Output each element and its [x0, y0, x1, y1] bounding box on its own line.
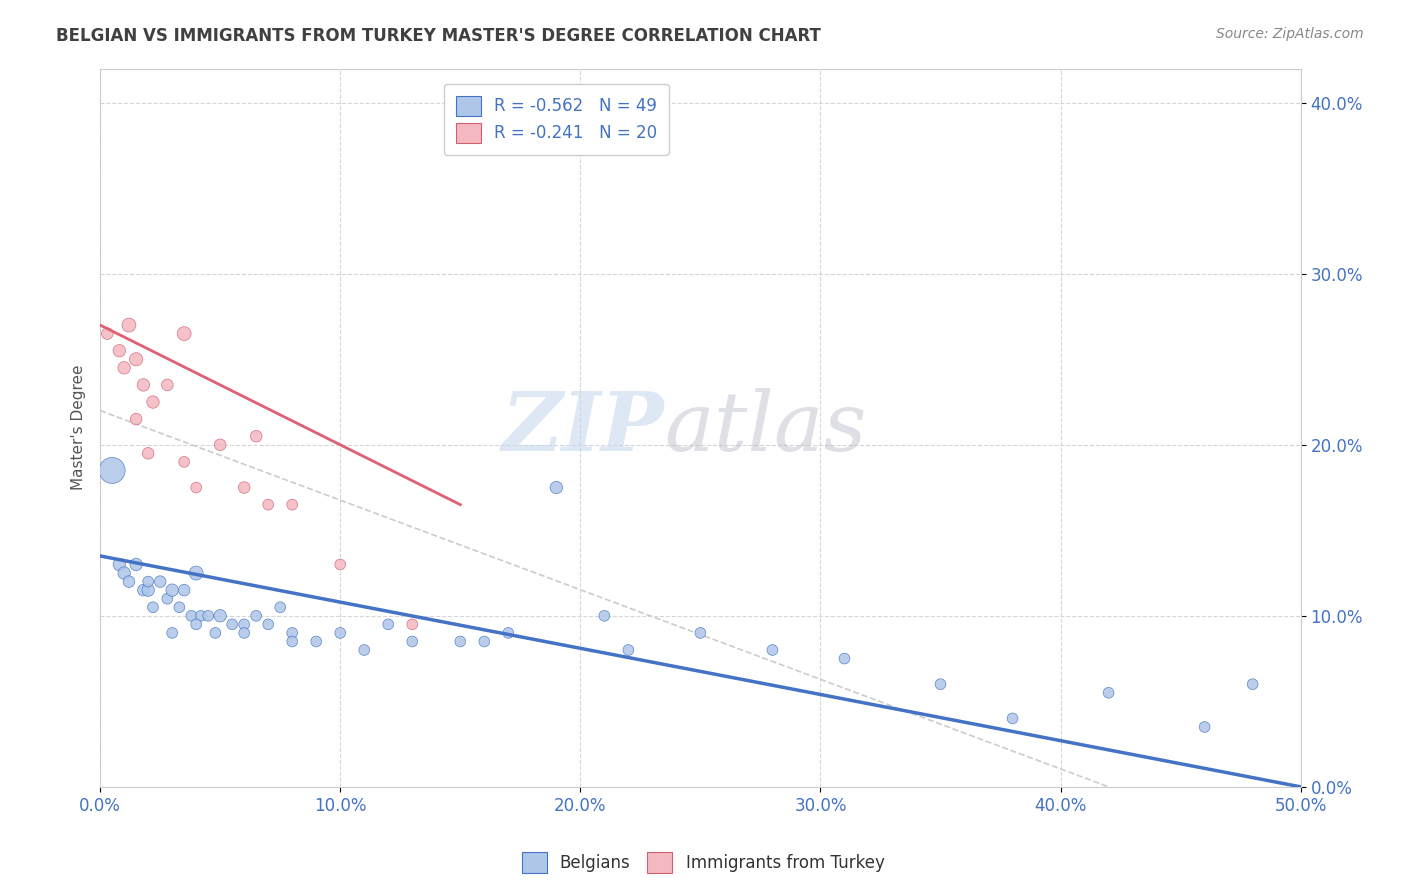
Legend: Belgians, Immigrants from Turkey: Belgians, Immigrants from Turkey [515, 846, 891, 880]
Point [197, 608, 219, 623]
Point [281, 498, 304, 512]
Point [156, 591, 179, 606]
Point [132, 583, 155, 598]
Point [136, 446, 159, 460]
Point [156, 378, 179, 392]
Y-axis label: Master's Degree: Master's Degree [72, 365, 86, 491]
Point [101, 463, 124, 477]
Point [1097, 686, 1119, 700]
Point [136, 574, 159, 589]
Text: BELGIAN VS IMMIGRANTS FROM TURKEY MASTER'S DEGREE CORRELATION CHART: BELGIAN VS IMMIGRANTS FROM TURKEY MASTER… [56, 27, 821, 45]
Point [173, 455, 195, 469]
Point [761, 643, 783, 657]
Point [401, 617, 423, 632]
Point [160, 626, 183, 640]
Point [180, 608, 202, 623]
Point [96, 326, 118, 341]
Point [221, 617, 243, 632]
Point [125, 558, 148, 572]
Point [169, 600, 191, 615]
Point [173, 583, 195, 598]
Point [112, 566, 135, 580]
Point [245, 608, 267, 623]
Point [498, 626, 520, 640]
Point [1001, 711, 1024, 725]
Text: Source: ZipAtlas.com: Source: ZipAtlas.com [1216, 27, 1364, 41]
Point [472, 634, 495, 648]
Point [108, 343, 131, 358]
Text: ZIP: ZIP [502, 388, 665, 467]
Point [257, 617, 280, 632]
Point [929, 677, 952, 691]
Point [329, 558, 352, 572]
Text: atlas: atlas [665, 388, 866, 467]
Point [449, 634, 471, 648]
Point [190, 608, 212, 623]
Point [209, 608, 232, 623]
Point [1194, 720, 1216, 734]
Point [245, 429, 267, 443]
Point [112, 360, 135, 375]
Point [136, 583, 159, 598]
Point [834, 651, 856, 665]
Point [269, 600, 291, 615]
Point [160, 583, 183, 598]
Point [401, 634, 423, 648]
Point [305, 634, 328, 648]
Point [353, 643, 375, 657]
Point [125, 352, 148, 367]
Point [142, 395, 165, 409]
Point [689, 626, 711, 640]
Point [377, 617, 399, 632]
Point [281, 634, 304, 648]
Point [149, 574, 172, 589]
Point [546, 481, 568, 495]
Point [118, 318, 141, 332]
Point [132, 378, 155, 392]
Point [186, 566, 208, 580]
Point [108, 558, 131, 572]
Point [281, 626, 304, 640]
Point [142, 600, 165, 615]
Point [617, 643, 640, 657]
Point [204, 626, 226, 640]
Point [593, 608, 616, 623]
Point [209, 438, 232, 452]
Point [257, 498, 280, 512]
Point [186, 617, 208, 632]
Point [125, 412, 148, 426]
Point [173, 326, 195, 341]
Point [118, 574, 141, 589]
Point [186, 481, 208, 495]
Point [1241, 677, 1264, 691]
Point [233, 617, 256, 632]
Legend: R = -0.562   N = 49, R = -0.241   N = 20: R = -0.562 N = 49, R = -0.241 N = 20 [444, 84, 669, 154]
Point [233, 481, 256, 495]
Point [233, 626, 256, 640]
Point [329, 626, 352, 640]
